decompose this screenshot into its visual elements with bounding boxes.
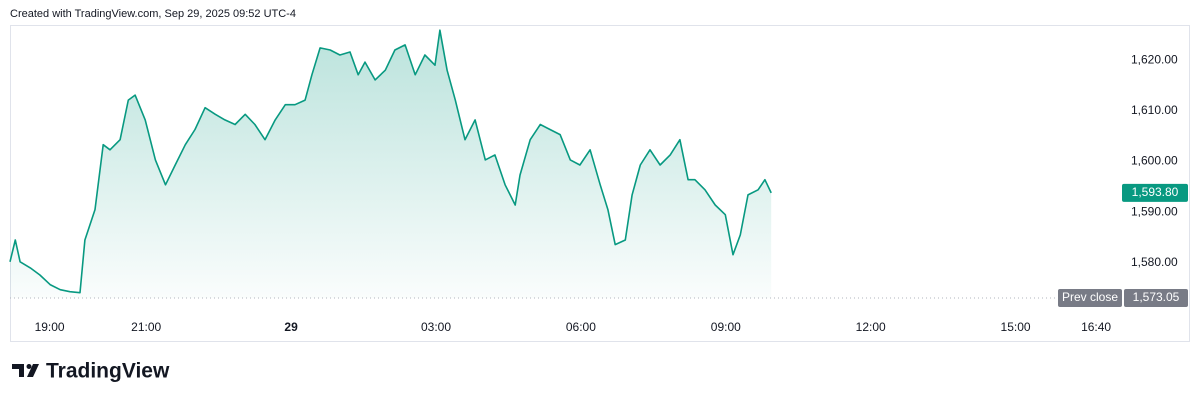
last-price-label: 1,593.80 xyxy=(1132,185,1179,199)
chart-frame xyxy=(10,25,1190,342)
x-tick-label: 29 xyxy=(284,320,298,334)
x-tick-label: 06:00 xyxy=(566,320,596,334)
y-tick-label: 1,610.00 xyxy=(1131,103,1178,117)
x-tick-label: 12:00 xyxy=(856,320,886,334)
last-price-badge xyxy=(1122,183,1188,202)
x-tick-label: 15:00 xyxy=(1001,320,1031,334)
y-tick-label: 1,620.00 xyxy=(1131,52,1178,66)
prev-close-badge xyxy=(1124,289,1188,308)
x-tick-label: 21:00 xyxy=(131,320,161,334)
prev-close-label: 1,573.05 xyxy=(1133,290,1180,304)
credit: Created with TradingView.com, Sep 29, 20… xyxy=(10,8,296,20)
prev-close-name-bg xyxy=(1058,289,1122,308)
x-tick-label: 16:40 xyxy=(1081,320,1111,334)
brand: TradingView xyxy=(46,360,170,383)
y-tick-label: 1,600.00 xyxy=(1131,154,1178,168)
x-tick-label: 19:00 xyxy=(35,320,65,334)
x-tick-label: 09:00 xyxy=(711,320,741,334)
y-tick-label: 1,580.00 xyxy=(1131,255,1178,269)
area xyxy=(10,30,772,299)
prev-close-name: Prev close xyxy=(1062,290,1118,304)
line xyxy=(9,29,772,294)
y-tick-label: 1,590.00 xyxy=(1131,204,1178,218)
x-tick-label: 03:00 xyxy=(421,320,451,334)
logo xyxy=(12,364,39,377)
